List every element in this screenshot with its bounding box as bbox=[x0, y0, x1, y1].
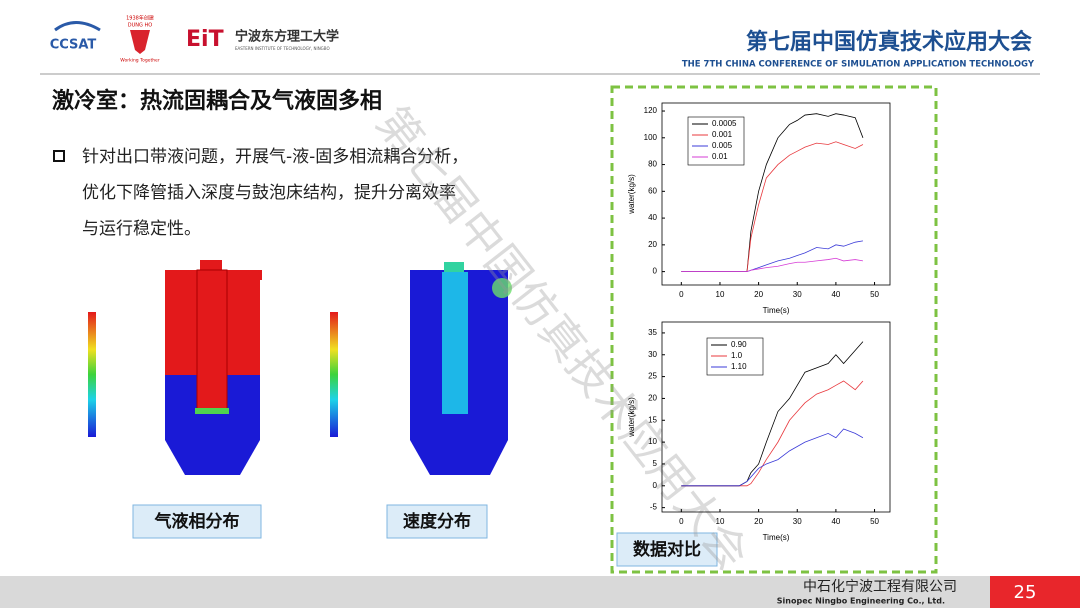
y-tick-label: 35 bbox=[648, 328, 657, 337]
y-tick-label: -5 bbox=[650, 503, 658, 512]
y-tick-label: 0 bbox=[653, 267, 658, 276]
x-tick-label: 30 bbox=[793, 290, 802, 299]
caption-box bbox=[386, 504, 488, 539]
x-tick-label: 0 bbox=[679, 517, 684, 526]
y-tick-label: 100 bbox=[644, 133, 658, 142]
y-tick-label: 120 bbox=[644, 106, 658, 115]
y-tick-label: 60 bbox=[648, 186, 657, 195]
y-axis-label: water(kg/s) bbox=[627, 397, 636, 438]
conference-subtitle: THE 7TH CHINA CONFERENCE OF SIMULATION A… bbox=[682, 60, 1035, 70]
x-tick-label: 10 bbox=[716, 517, 725, 526]
plot-frame bbox=[661, 321, 891, 513]
series-line bbox=[681, 428, 864, 487]
sim-velocity bbox=[330, 262, 512, 475]
plot-frame bbox=[661, 102, 891, 286]
legend-label: 0.0005 bbox=[712, 119, 737, 128]
y-tick-label: 15 bbox=[648, 415, 657, 424]
x-tick-label: 40 bbox=[831, 517, 840, 526]
x-tick-label: 50 bbox=[870, 290, 879, 299]
conference-title: 第七届中国仿真技术应用大会 bbox=[746, 29, 1032, 55]
caption-box bbox=[132, 504, 262, 539]
slide-title: 激冷室：热流固耦合及气液固多相 bbox=[52, 88, 382, 114]
logo-eit: EiT bbox=[186, 27, 224, 52]
logo-ccsat: CCSAT bbox=[50, 21, 101, 53]
series-line bbox=[681, 257, 864, 273]
series-line bbox=[681, 380, 864, 487]
bullet-line: 优化下降管插入深度与鼓泡床结构，提升分离效率 bbox=[82, 183, 456, 203]
y-tick-label: 25 bbox=[648, 372, 657, 381]
legend-label: 1.10 bbox=[731, 362, 747, 371]
footer-band bbox=[0, 576, 990, 608]
x-axis-label: Time(s) bbox=[763, 533, 790, 542]
bullet-box bbox=[53, 150, 65, 162]
y-tick-label: 0 bbox=[653, 481, 658, 490]
caption-box bbox=[616, 532, 718, 567]
y-tick-label: 30 bbox=[648, 350, 657, 359]
x-tick-label: 0 bbox=[679, 290, 684, 299]
y-tick-label: 40 bbox=[648, 213, 657, 222]
caption: 气液相分布 bbox=[154, 511, 240, 532]
x-tick-label: 20 bbox=[754, 290, 763, 299]
footer-company-en: Sinopec Ningbo Engineering Co., Ltd. bbox=[777, 597, 945, 606]
caption: 数据对比 bbox=[633, 539, 701, 560]
legend-label: 0.90 bbox=[731, 340, 747, 349]
logo-text: DUNG HO bbox=[128, 23, 152, 29]
x-axis-label: Time(s) bbox=[763, 306, 790, 315]
logo-text: EASTERN INSTITUTE OF TECHNOLOGY, NINGBO bbox=[235, 46, 330, 51]
chart-frame bbox=[610, 85, 938, 574]
y-tick-label: 20 bbox=[648, 240, 657, 249]
chart: -5 0 5 10 15 20 25 30 35 0 10 20 30 40 50 Time(s) water(… bbox=[627, 321, 891, 542]
chart: 0 20 40 60 80 100 120 0 10 20 30 40 50 Time(s) water(k… bbox=[627, 102, 891, 315]
bullet-line: 与运行稳定性。 bbox=[82, 219, 201, 239]
legend-label: 0.01 bbox=[712, 152, 728, 161]
bullet-line: 针对出口带液问题，开展气-液-固多相流耦合分析， bbox=[82, 147, 468, 167]
legend-label: 1.0 bbox=[731, 351, 743, 360]
x-tick-label: 30 bbox=[793, 517, 802, 526]
logo-text: 1938年创建 bbox=[126, 15, 154, 22]
x-tick-label: 50 bbox=[870, 517, 879, 526]
logo-text: 宁波东方理工大学 bbox=[235, 29, 339, 45]
y-tick-label: 80 bbox=[648, 160, 657, 169]
x-tick-label: 20 bbox=[754, 517, 763, 526]
y-tick-label: 20 bbox=[648, 394, 657, 403]
logo-shield bbox=[130, 30, 150, 54]
x-tick-label: 10 bbox=[716, 290, 725, 299]
y-tick-label: 5 bbox=[653, 459, 658, 468]
x-tick-label: 40 bbox=[831, 290, 840, 299]
footer-company: 中石化宁波工程有限公司 bbox=[803, 578, 957, 595]
legend-label: 0.005 bbox=[712, 141, 733, 150]
y-tick-label: 10 bbox=[648, 437, 657, 446]
logo-text: Working Together bbox=[120, 58, 160, 64]
sim-phase bbox=[88, 260, 262, 475]
logo-text: CCSAT bbox=[50, 38, 97, 53]
legend-label: 0.001 bbox=[712, 130, 733, 139]
page-box bbox=[990, 576, 1080, 608]
page-number: 25 bbox=[1014, 582, 1037, 603]
caption: 速度分布 bbox=[403, 511, 471, 532]
y-axis-label: water(kg/s) bbox=[627, 174, 636, 215]
